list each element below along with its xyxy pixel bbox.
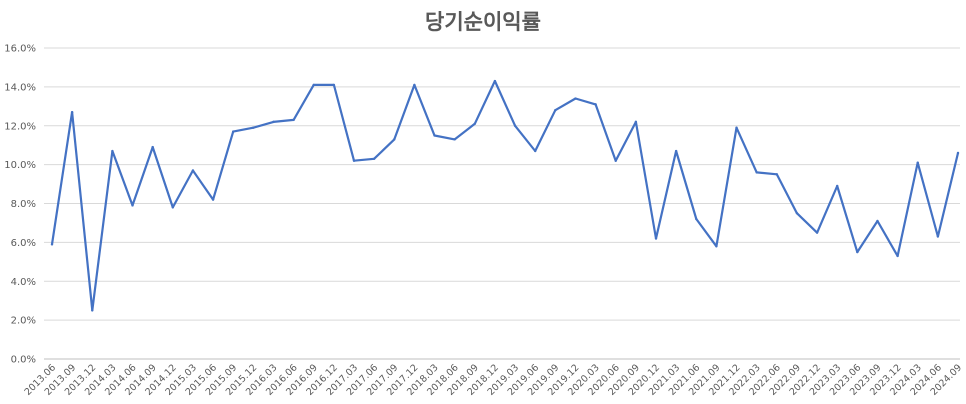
data-point xyxy=(171,206,174,209)
data-point xyxy=(372,157,376,160)
data-point xyxy=(393,138,396,141)
data-point xyxy=(654,237,658,240)
chart-title: 당기순이익률 xyxy=(425,10,541,34)
data-point xyxy=(111,149,114,153)
data-point xyxy=(70,110,74,114)
data-point xyxy=(473,122,476,126)
y-tick-label: 6.0% xyxy=(11,238,36,249)
data-point xyxy=(332,83,336,87)
y-tick-label: 2.0% xyxy=(11,316,36,327)
x-axis-ticks: 2013.062013.092013.122014.032014.062014.… xyxy=(23,362,965,398)
series-layer xyxy=(50,79,960,312)
y-tick-label: 4.0% xyxy=(11,277,36,288)
y-tick-label: 0.0% xyxy=(11,355,36,366)
data-point xyxy=(252,126,255,129)
data-point xyxy=(715,245,718,248)
data-point xyxy=(453,138,456,141)
data-point xyxy=(554,109,557,112)
data-point xyxy=(191,169,195,172)
data-point xyxy=(232,130,235,133)
data-point xyxy=(674,149,678,153)
data-point xyxy=(836,184,839,188)
data-point xyxy=(695,217,698,221)
data-point xyxy=(634,120,638,124)
data-point xyxy=(574,97,577,100)
y-tick-label: 16.0% xyxy=(4,44,36,55)
y-axis-ticks: 0.0% 2.0% 4.0% 6.0% 8.0% 10.0% 12.0% 14.0% 16.0% xyxy=(4,44,36,366)
data-point xyxy=(856,250,859,254)
data-point xyxy=(956,151,960,155)
data-point xyxy=(151,145,154,149)
data-point xyxy=(594,103,597,106)
data-point xyxy=(292,118,295,122)
data-point xyxy=(513,124,517,127)
data-point xyxy=(272,120,275,124)
data-point xyxy=(413,83,416,87)
series-line xyxy=(50,79,960,312)
data-point xyxy=(876,219,879,223)
data-point xyxy=(795,212,799,215)
data-point xyxy=(735,126,738,129)
data-point xyxy=(433,134,436,137)
y-tick-label: 10.0% xyxy=(4,160,36,171)
data-point xyxy=(534,149,537,153)
data-point xyxy=(936,235,940,238)
data-point xyxy=(614,159,617,162)
data-point xyxy=(755,171,758,174)
data-point xyxy=(211,198,215,201)
data-point xyxy=(815,231,819,234)
data-point xyxy=(493,79,497,83)
data-point xyxy=(50,243,54,246)
data-point xyxy=(775,173,778,176)
data-point xyxy=(896,254,899,258)
data-point xyxy=(131,204,134,207)
y-tick-label: 14.0% xyxy=(4,82,36,93)
data-point xyxy=(916,161,919,164)
data-point xyxy=(91,309,94,312)
data-point xyxy=(312,83,315,87)
y-tick-label: 8.0% xyxy=(11,199,36,210)
data-point xyxy=(352,159,356,162)
y-tick-label: 12.0% xyxy=(4,121,36,132)
gridlines xyxy=(44,47,960,360)
